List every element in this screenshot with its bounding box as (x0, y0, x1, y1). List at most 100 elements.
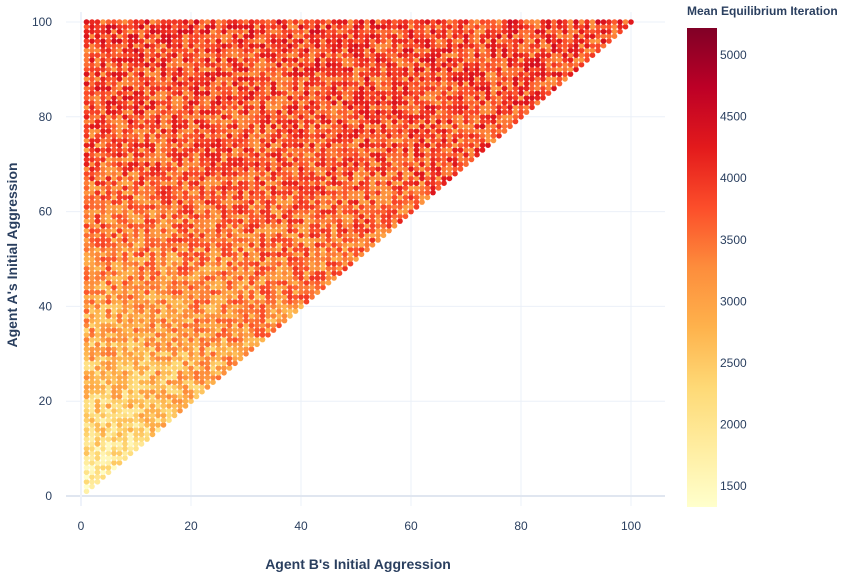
data-point (105, 450, 112, 457)
data-point (155, 208, 161, 215)
data-point (336, 109, 343, 115)
data-point (424, 90, 431, 96)
data-point (232, 128, 238, 134)
data-point (435, 180, 442, 186)
data-point (375, 57, 381, 63)
data-point (353, 170, 359, 177)
data-point (413, 123, 420, 130)
data-point (149, 19, 156, 25)
data-point (116, 445, 123, 452)
data-point (221, 185, 227, 191)
data-point (441, 71, 447, 77)
data-point (105, 246, 112, 253)
data-point (177, 189, 183, 196)
data-point (270, 227, 277, 234)
data-point (182, 42, 189, 49)
data-point (116, 199, 123, 205)
data-point (446, 161, 453, 167)
data-point (144, 379, 150, 386)
data-point (155, 147, 161, 153)
data-point (463, 47, 469, 54)
data-point (446, 85, 453, 92)
data-point (160, 38, 167, 44)
data-point (386, 137, 392, 144)
data-point (193, 199, 200, 205)
data-point (314, 199, 321, 205)
data-point (215, 180, 222, 186)
data-point (248, 23, 255, 30)
data-point (215, 166, 222, 172)
data-point (556, 23, 563, 30)
data-point (452, 85, 458, 92)
data-point (287, 147, 293, 153)
data-point (160, 33, 167, 39)
data-point (138, 355, 145, 362)
data-point (303, 208, 310, 215)
data-point (479, 133, 486, 139)
data-point (391, 38, 398, 44)
data-point (457, 166, 464, 172)
data-point (193, 47, 200, 54)
data-point (188, 147, 194, 153)
data-point (314, 95, 321, 101)
data-point (556, 52, 563, 58)
data-point (446, 95, 453, 101)
data-point (149, 213, 156, 220)
data-point (111, 76, 117, 82)
data-point (248, 322, 255, 329)
data-point (386, 227, 392, 234)
data-point (254, 61, 260, 68)
data-point (149, 104, 156, 111)
data-point (215, 289, 222, 296)
data-point (270, 170, 277, 177)
data-point (127, 227, 134, 234)
data-point (314, 265, 321, 272)
data-point (83, 441, 90, 447)
data-point (292, 38, 299, 44)
data-point (193, 256, 200, 262)
data-point (259, 170, 266, 177)
data-point (435, 142, 442, 148)
data-point (83, 66, 90, 73)
data-point (457, 118, 464, 125)
data-point (254, 317, 260, 324)
data-point (188, 208, 194, 215)
data-point (122, 85, 128, 92)
data-point (94, 455, 101, 461)
data-point (314, 114, 321, 120)
data-point (116, 460, 123, 466)
data-point (111, 227, 117, 234)
data-point (364, 232, 370, 239)
data-point (320, 52, 326, 58)
data-point (177, 317, 183, 324)
data-point (127, 76, 134, 82)
data-point (149, 256, 156, 262)
data-point (562, 28, 568, 35)
data-point (171, 388, 178, 395)
data-point (584, 38, 590, 44)
data-point (298, 298, 304, 305)
data-point (430, 38, 436, 44)
data-point (100, 104, 106, 111)
data-point (270, 194, 277, 201)
data-point (237, 294, 244, 300)
data-point (111, 151, 117, 158)
data-point (182, 123, 189, 130)
data-point (281, 61, 288, 68)
data-point (248, 242, 255, 248)
data-point (127, 242, 134, 248)
data-point (424, 52, 431, 58)
data-point (166, 118, 172, 125)
data-point (281, 270, 288, 277)
data-point (133, 147, 139, 153)
data-point (199, 23, 205, 30)
data-point (182, 303, 189, 310)
data-point (369, 66, 376, 73)
data-point (496, 76, 502, 82)
data-point (292, 303, 299, 310)
data-point (298, 28, 304, 35)
data-point (298, 204, 304, 210)
data-point (237, 137, 244, 144)
data-point (204, 76, 211, 82)
data-point (221, 28, 227, 35)
